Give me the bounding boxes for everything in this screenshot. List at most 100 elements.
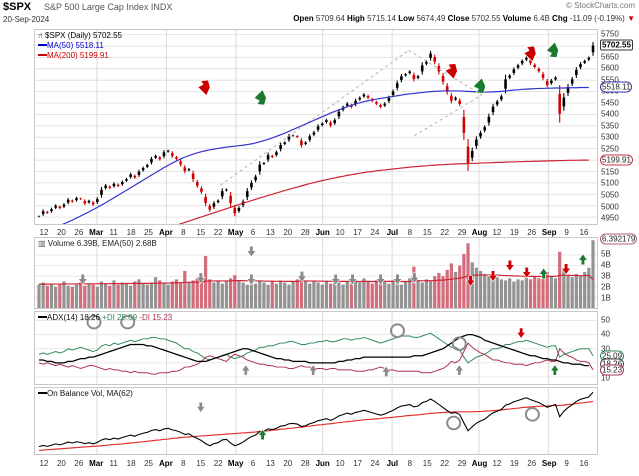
price-legend-main-text: $SPX (Daily) 5702.55 [45, 31, 122, 40]
x-axis-tick: 24 [370, 228, 380, 237]
x-axis-tick: 15 [422, 459, 432, 468]
x-axis-tick: Jul [386, 459, 399, 468]
x-axis-tick: Mar [89, 459, 104, 468]
x-axis-tick: 11 [109, 459, 118, 468]
price-panel[interactable]: ⑁ $SPX (Daily) 5702.55 MA(50) 5518.11 MA… [34, 29, 598, 225]
volume-label: Volume [502, 14, 532, 23]
price-y-tick: 5150 [601, 167, 619, 177]
volume-legend-text: Volume 6.39B, EMA(50) 2.68B [47, 239, 157, 248]
obv-panel[interactable]: On Balance Vol, MA(62) [34, 387, 598, 455]
x-axis-tick: 9 [564, 228, 569, 237]
symbol-ticker: $SPX [3, 1, 32, 13]
x-axis-tick: 22 [440, 228, 450, 237]
low-value: 5674.49 [416, 14, 446, 23]
x-axis-tick: 29 [457, 459, 467, 468]
ma50-flag: 5518.11 [600, 81, 633, 93]
x-axis-tick: 25 [144, 459, 153, 468]
volume-value: 6.4B [533, 14, 550, 23]
x-axis-tick: Sep [541, 228, 557, 237]
adx-legend: ADX(14) 18.26 +DI 25.09 -DI 15.23 [38, 313, 172, 322]
x-axis-tick: 8 [407, 459, 413, 468]
volume-plot [35, 238, 597, 308]
x-axis-tick: Apr [159, 459, 173, 468]
x-axis-tick: 25 [144, 228, 153, 237]
x-axis-tick: May [227, 459, 244, 468]
x-axis-tick: 22 [213, 228, 223, 237]
x-axis-tick: Aug [471, 228, 488, 237]
open-value: 5709.64 [315, 14, 345, 23]
price-y-tick: 5750 [601, 29, 619, 39]
x-axis-tick: 17 [353, 228, 362, 237]
volume-y-axis: 5B 4B 3B 2B 1B [598, 237, 639, 309]
adx-y-axis: 50 40 30 10 [598, 311, 639, 385]
adx-y-tick: 10 [601, 373, 610, 383]
x-axis-tick: 13 [265, 228, 275, 237]
x-axis-tick: 10 [335, 228, 345, 237]
price-legend-main: ⑁ $SPX (Daily) 5702.55 [38, 31, 122, 40]
obv-legend-text: On Balance Vol, MA(62) [47, 389, 133, 398]
ma200-flag: 5199.91 [600, 154, 633, 166]
x-axis-tick: 18 [126, 228, 136, 237]
price-legend-ma200: MA(200) 5199.91 [38, 51, 109, 60]
mdi-flag: 15.23 [600, 364, 625, 376]
mdi-legend-text: -DI 15.23 [139, 313, 173, 322]
price-y-tick: 5300 [601, 132, 619, 142]
x-axis-tick: 16 [579, 459, 589, 468]
x-axis-tick: 15 [196, 459, 206, 468]
x-axis-tick: 22 [213, 459, 223, 468]
x-axis-tick: 12 [39, 459, 49, 468]
x-axis-tick: 9 [564, 459, 569, 468]
price-y-tick: 5550 [601, 75, 619, 85]
price-y-tick: 4950 [601, 213, 619, 223]
volume-bars-icon: ▥ [38, 239, 46, 248]
low-label: Low [398, 14, 415, 23]
x-axis-tick: 28 [300, 228, 310, 237]
price-y-tick: 5000 [601, 202, 619, 212]
price-legend-ma50: MA(50) 5518.11 [38, 41, 104, 50]
ohlc-quote-bar: Open 5709.64 High 5715.14 Low 5674.49 Cl… [293, 14, 635, 23]
x-axis-tick: 15 [196, 228, 206, 237]
price-y-tick: 5650 [601, 52, 619, 62]
price-legend-ma50-text: MA(50) 5518.11 [47, 41, 104, 50]
x-axis-tick: 11 [109, 228, 118, 237]
x-axis-tick: 12 [39, 228, 49, 237]
obv-line-icon [38, 392, 47, 394]
chg-value: -11.09 (-0.19%) [569, 14, 625, 23]
x-axis-tick: 12 [492, 228, 502, 237]
chg-down-arrow-icon: ▼ [627, 14, 635, 23]
x-axis-tick: 12 [492, 459, 502, 468]
price-y-tick: 5450 [601, 98, 619, 108]
ma200-line-icon [38, 54, 47, 56]
obv-legend: On Balance Vol, MA(62) [38, 389, 133, 398]
x-axis-tick: Apr [159, 228, 173, 237]
high-value: 5715.14 [367, 14, 396, 23]
x-axis-tick: 26 [74, 459, 84, 468]
adx-y-tick: 40 [601, 329, 610, 339]
adx-line-icon [38, 316, 47, 318]
close-value: 5702.55 [471, 14, 501, 23]
x-axis-tick: 13 [265, 459, 275, 468]
price-last-flag: 5702.55 [600, 39, 633, 51]
open-label: Open [293, 14, 314, 23]
x-axis-tick: 29 [457, 228, 467, 237]
volume-panel[interactable]: ▥ Volume 6.39B, EMA(50) 2.68B [34, 237, 598, 309]
ma50-line-icon [38, 44, 47, 46]
adx-panel[interactable]: ADX(14) 18.26 +DI 25.09 -DI 15.23 [34, 311, 598, 385]
price-plot [35, 30, 597, 224]
x-axis-tick: Jul [386, 228, 399, 237]
x-axis-tick: 24 [370, 459, 380, 468]
x-axis-tick: Aug [471, 459, 488, 468]
bottom-x-axis: 12 20 26 Mar 11 18 25 Apr 8 15 22 May 6 13 20 28 Jun 10 17… [34, 457, 598, 473]
high-label: High [347, 14, 365, 23]
volume-y-tick: 3B [601, 271, 611, 281]
volume-legend: ▥ Volume 6.39B, EMA(50) 2.68B [38, 239, 157, 248]
x-axis-tick: 20 [56, 459, 66, 468]
candlestick-icon: ⑁ [38, 31, 43, 40]
x-axis-tick: 16 [579, 228, 589, 237]
price-y-tick: 5100 [601, 178, 619, 188]
x-axis-tick: Mar [89, 228, 104, 237]
x-axis-tick: Sep [541, 459, 557, 468]
price-y-axis: 5750570056505600555055005450540053505300… [598, 29, 639, 225]
adx-y-tick: 50 [601, 315, 610, 325]
